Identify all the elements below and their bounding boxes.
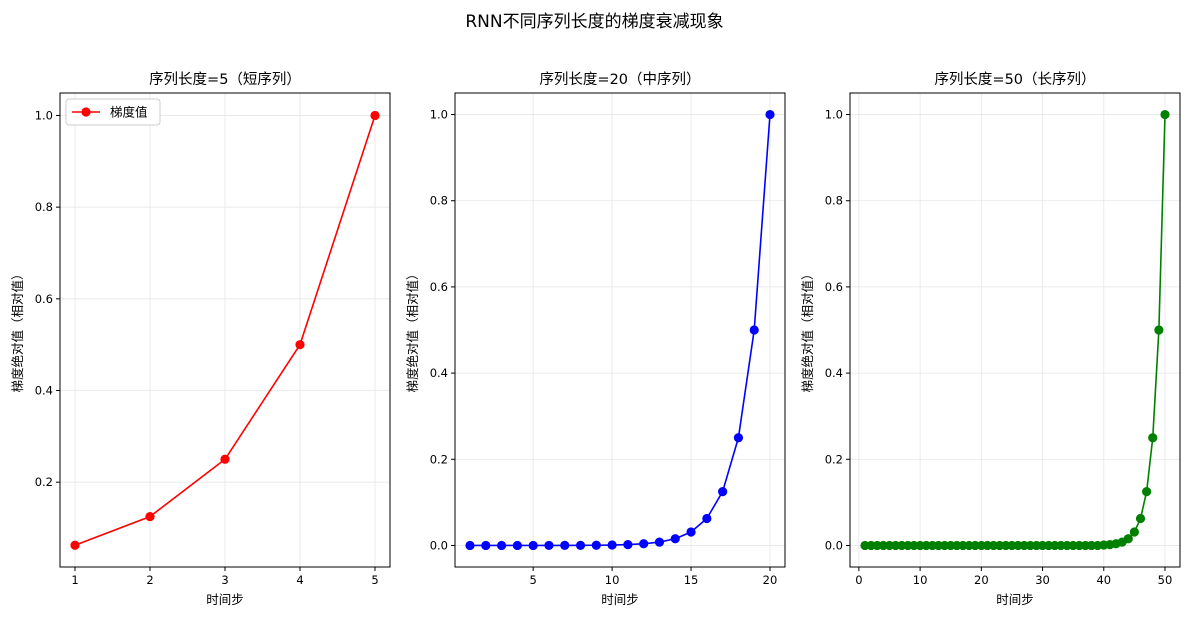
x-tick-label: 5 (371, 573, 378, 587)
data-point (1135, 513, 1146, 524)
data-point (1129, 527, 1139, 537)
y-axis-label: 梯度绝对值（相对值） (10, 267, 25, 392)
y-axis-label: 梯度绝对值（相对值） (405, 267, 420, 392)
axes-frame (454, 92, 786, 568)
y-tick-label: 0.6 (430, 280, 448, 294)
x-tick-label: 20 (763, 573, 778, 587)
y-axis-label: 梯度绝对值（相对值） (800, 267, 815, 392)
series-line (865, 114, 1166, 547)
legend: 梯度值 (65, 98, 161, 126)
data-point (733, 433, 744, 443)
data-point (1154, 325, 1164, 335)
x-tick-label: 10 (913, 573, 928, 587)
y-tick-label: 0.4 (825, 366, 843, 380)
x-tick-label: 30 (1035, 573, 1050, 587)
x-tick-label: 15 (684, 573, 699, 587)
data-point (639, 539, 649, 549)
subplot-2: 5 10 15 20 0.0 0.2 0.4 0.6 0.8 1.0 序列长度=20（中序列） 时间步… (405, 71, 786, 607)
data-point (749, 325, 759, 335)
x-tick-label: 5 (529, 573, 536, 587)
data-point (295, 340, 305, 350)
x-axis-label: 时间步 (601, 592, 639, 607)
axes-frame (849, 92, 1181, 568)
y-tick-label: 0.2 (825, 452, 843, 466)
legend-marker (81, 107, 91, 117)
data-point (220, 454, 230, 464)
x-tick-label: 1 (71, 573, 78, 587)
figure-suptitle: RNN不同序列长度的梯度衰减现象 (465, 12, 723, 32)
data-point (145, 511, 155, 522)
x-tick-label: 10 (605, 573, 620, 587)
data-point (575, 540, 586, 550)
data-point (528, 540, 538, 551)
data-point (481, 540, 491, 551)
y-tick-label: 0.8 (825, 194, 843, 208)
subplot-title: 序列长度=50（长序列） (934, 71, 1095, 88)
y-tick-label: 1.0 (35, 108, 53, 122)
data-point (686, 527, 696, 537)
data-point (70, 540, 80, 550)
y-tick-label: 0.6 (35, 292, 53, 306)
data-point (1148, 433, 1158, 443)
data-point (1160, 109, 1170, 120)
data-point (607, 540, 617, 550)
subplot-title: 序列长度=20（中序列） (539, 71, 700, 88)
data-point (1142, 486, 1152, 497)
y-tick-label: 0.0 (430, 538, 448, 552)
y-tick-label: 0.2 (430, 452, 448, 466)
x-axis-label: 时间步 (206, 592, 244, 607)
series-line (470, 114, 771, 547)
x-tick-label: 0 (855, 573, 862, 587)
y-tick-label: 0.0 (825, 538, 843, 552)
data-point (370, 110, 380, 121)
subplot-title: 序列长度=5（短序列） (149, 71, 301, 88)
y-tick-label: 0.8 (35, 200, 53, 214)
data-point (718, 486, 728, 497)
subplot-3: 0 10 20 30 40 50 0.0 0.2 0.4 0.6 0.8 1.0 序列长度=50（长序列… (800, 71, 1181, 607)
x-tick-label: 50 (1158, 573, 1173, 587)
data-point (591, 540, 601, 550)
y-tick-label: 0.4 (35, 384, 53, 398)
y-tick-label: 0.6 (825, 280, 843, 294)
x-tick-label: 2 (146, 573, 153, 587)
data-point (765, 109, 775, 120)
x-tick-label: 4 (296, 573, 303, 587)
y-tick-label: 0.2 (35, 475, 53, 489)
y-tick-label: 1.0 (825, 108, 843, 122)
y-tick-label: 1.0 (430, 108, 448, 122)
data-point (623, 540, 633, 550)
data-point (670, 534, 680, 544)
data-point (1123, 534, 1133, 544)
data-point (702, 513, 712, 524)
subplot-1: 1 2 3 4 5 0.2 0.4 0.6 0.8 1.0 序列长度=5（短序列） 时间步 梯度绝对值（… (10, 71, 391, 607)
data-point (512, 540, 522, 551)
data-point (654, 537, 665, 547)
data-point (560, 540, 570, 551)
data-point (544, 540, 554, 551)
y-tick-label: 0.4 (430, 366, 448, 380)
data-point (496, 540, 507, 551)
y-tick-label: 0.8 (430, 194, 448, 208)
x-tick-label: 20 (974, 573, 989, 587)
x-axis-label: 时间步 (996, 592, 1034, 607)
x-tick-label: 40 (1096, 573, 1111, 587)
legend-box (65, 98, 161, 126)
data-point (465, 540, 475, 551)
legend-label: 梯度值 (110, 105, 148, 120)
x-tick-label: 3 (221, 573, 228, 587)
